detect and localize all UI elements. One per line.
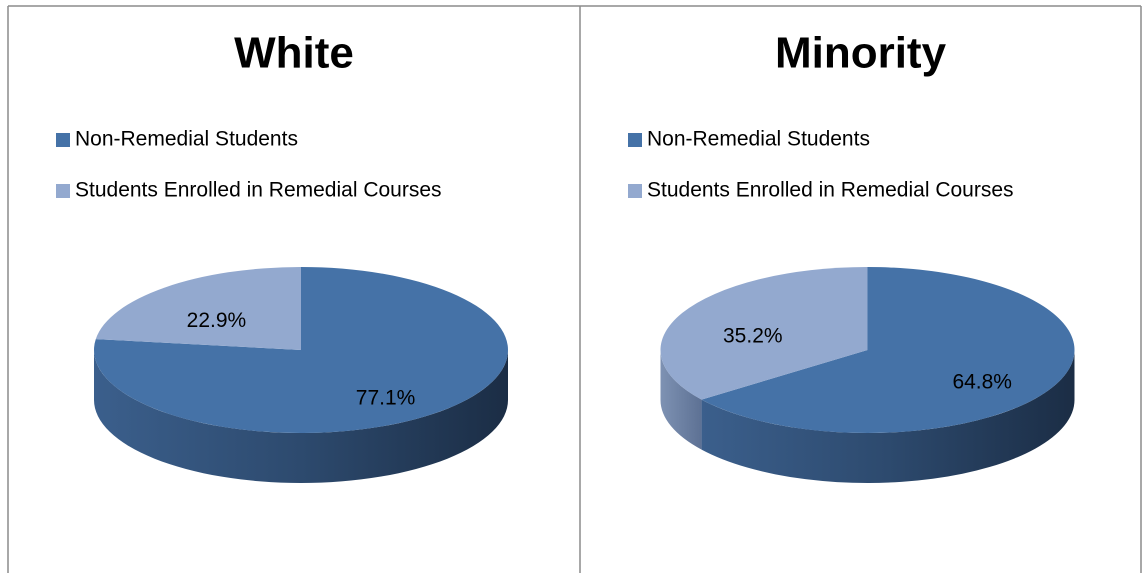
- pie-slice: [701, 267, 1075, 433]
- legend-label: Students Enrolled in Remedial Courses: [647, 179, 1014, 202]
- legend-swatch: [56, 184, 70, 198]
- legend-swatch: [56, 133, 70, 147]
- data-label: 35.2%: [723, 324, 783, 347]
- legend-swatch: [628, 184, 642, 198]
- legend-label: Students Enrolled in Remedial Courses: [75, 179, 442, 202]
- pie-chart: White Non-Remedial Students Students Enrol…: [56, 29, 509, 483]
- pie-slice-side: [94, 350, 508, 483]
- data-label: 22.9%: [187, 309, 247, 332]
- chart-title: White: [234, 29, 354, 78]
- pie-slice: [660, 267, 868, 400]
- legend-label: Non-Remedial Students: [647, 128, 870, 151]
- pie-chart: Minority Non-Remedial Students Students En…: [628, 29, 1075, 483]
- data-label: 64.8%: [952, 371, 1012, 394]
- pie-slice: [93, 267, 509, 433]
- chart-title: Minority: [775, 29, 947, 78]
- legend-label: Non-Remedial Students: [75, 128, 298, 151]
- pie-slice-side: [701, 350, 1075, 483]
- pie-slice-side: [660, 350, 702, 450]
- data-label: 77.1%: [356, 386, 416, 409]
- panel-borders: [7, 5, 1142, 573]
- pie-slice: [95, 267, 302, 350]
- legend-swatch: [628, 133, 642, 147]
